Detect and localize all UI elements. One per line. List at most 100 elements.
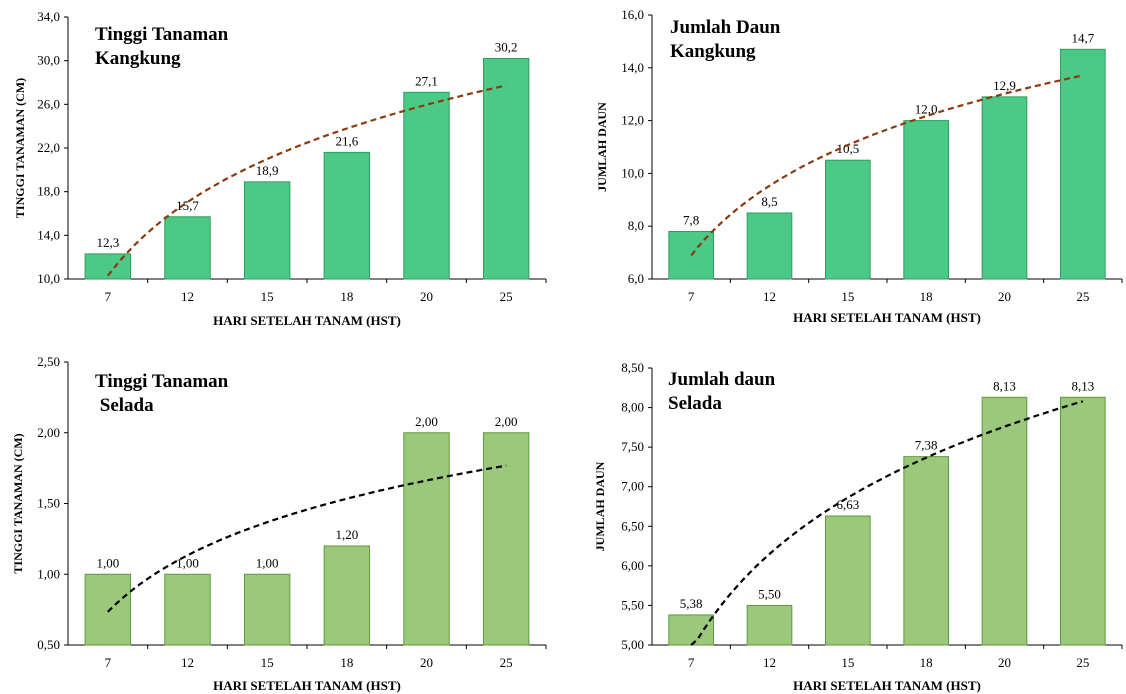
trendline — [107, 464, 507, 613]
trendline — [690, 74, 1084, 257]
x-tick-label: 7 — [688, 655, 695, 670]
x-tick-label: 25 — [500, 655, 513, 670]
data-label: 27,1 — [415, 73, 438, 88]
y-tick-label: 6,0 — [628, 271, 644, 286]
y-tick-label: 2,50 — [37, 354, 60, 369]
data-label: 15,7 — [176, 198, 199, 213]
data-label: 1,00 — [176, 555, 199, 570]
chart-title-line: Kangkung — [670, 41, 756, 62]
data-label: 18,9 — [256, 163, 279, 178]
x-tick-label: 15 — [261, 289, 274, 304]
x-tick-label: 18 — [920, 655, 933, 670]
data-label: 6,63 — [836, 497, 859, 512]
y-axis-label: JUMLAH DAUN — [593, 461, 607, 551]
x-tick-label: 7 — [105, 289, 112, 304]
bar-20 — [981, 96, 1028, 280]
y-tick-label: 30,0 — [37, 53, 60, 68]
bar-18 — [323, 545, 371, 646]
y-tick-label: 7,50 — [621, 439, 644, 454]
x-axis-label: HARI SETELAH TANAM (HST) — [793, 678, 981, 693]
data-label: 2,00 — [495, 414, 518, 429]
chart-1: 10,0 14,0 18,0 22,0 26,0 30,0 34,0 12,3 7 15,7 12 1… — [13, 9, 547, 328]
y-tick-label: 8,50 — [621, 360, 644, 375]
y-tick-label: 2,00 — [37, 425, 60, 440]
bar-7 — [84, 573, 132, 646]
y-axis-label: TINGGI TANAMAN (CM) — [11, 433, 25, 573]
data-label: 7,38 — [915, 438, 938, 453]
bar-7 — [668, 614, 714, 646]
x-tick-label: 12 — [181, 289, 194, 304]
data-label: 21,6 — [335, 133, 358, 148]
bar-12 — [164, 573, 211, 646]
data-label: 1,00 — [96, 555, 119, 570]
y-tick-label: 34,0 — [37, 9, 60, 24]
data-label: 8,13 — [1071, 378, 1094, 393]
x-tick-label: 12 — [763, 655, 776, 670]
y-tick-label: 5,00 — [621, 637, 644, 652]
y-tick-label: 18,0 — [37, 184, 60, 199]
data-label: 30,2 — [495, 39, 518, 54]
data-label: 7,8 — [683, 212, 699, 227]
x-tick-label: 25 — [1076, 289, 1089, 304]
y-tick-label: 26,0 — [37, 96, 60, 111]
x-tick-label: 7 — [688, 289, 695, 304]
data-label: 12,9 — [993, 78, 1016, 93]
x-tick-label: 15 — [841, 289, 854, 304]
y-tick-label: 16,0 — [621, 7, 644, 22]
chart-title-line: Selada — [668, 393, 722, 414]
x-tick-label: 15 — [841, 655, 854, 670]
bar-15 — [825, 159, 871, 280]
bar-20 — [403, 432, 450, 646]
data-label: 5,50 — [758, 586, 781, 601]
chart-title-line: Tinggi Tanaman — [95, 371, 229, 392]
bar-15 — [825, 515, 871, 646]
data-label: 10,5 — [836, 141, 859, 156]
x-tick-label: 25 — [500, 289, 513, 304]
bar-25 — [482, 57, 530, 280]
data-label: 1,00 — [256, 555, 279, 570]
y-tick-label: 10,0 — [37, 271, 60, 286]
data-label: 12,0 — [915, 102, 938, 117]
x-tick-label: 18 — [340, 655, 353, 670]
y-tick-label: 14,0 — [621, 60, 644, 75]
bar-18 — [323, 151, 371, 280]
data-label: 1,20 — [335, 527, 358, 542]
bar-12 — [164, 216, 211, 280]
y-tick-label: 8,0 — [628, 218, 644, 233]
x-tick-label: 12 — [181, 655, 194, 670]
x-axis-label: HARI SETELAH TANAM (HST) — [213, 313, 401, 328]
bar-18 — [903, 120, 949, 280]
bar-25 — [1060, 396, 1106, 646]
x-tick-label: 20 — [998, 655, 1011, 670]
x-axis-label: HARI SETELAH TANAM (HST) — [793, 310, 981, 325]
x-tick-label: 18 — [920, 289, 933, 304]
chart-title-line: Kangkung — [95, 48, 181, 69]
chart-title-line: Jumlah Daun — [670, 17, 781, 38]
y-tick-label: 6,50 — [621, 518, 644, 533]
bar-15 — [243, 573, 291, 646]
chart-4: 5,00 5,50 6,00 6,50 7,00 7,50 8,00 8,50 5,38 7 5,5… — [593, 360, 1123, 693]
data-label: 14,7 — [1071, 30, 1094, 45]
trendline — [106, 84, 507, 277]
x-tick-label: 25 — [1076, 655, 1089, 670]
x-tick-label: 20 — [420, 655, 433, 670]
chart-2: 6,0 8,0 10,0 12,0 14,0 16,0 7,8 7 8,5 12 10,5 15 12,… — [595, 7, 1123, 325]
bar-25 — [482, 432, 530, 646]
data-label: 8,5 — [761, 194, 777, 209]
y-axis-label: TINGGI TANAMAN (CM) — [13, 78, 27, 218]
bar-15 — [243, 181, 291, 280]
y-tick-label: 14,0 — [37, 227, 60, 242]
y-tick-label: 0,50 — [37, 637, 60, 652]
x-tick-label: 18 — [340, 289, 353, 304]
y-tick-label: 22,0 — [37, 140, 60, 155]
data-label: 2,00 — [415, 414, 438, 429]
x-tick-label: 15 — [261, 655, 274, 670]
trendline — [690, 400, 1084, 646]
data-label: 5,38 — [680, 596, 703, 611]
y-tick-label: 7,00 — [621, 479, 644, 494]
y-axis-label: JUMLAH DAUN — [595, 102, 609, 192]
data-label: 8,13 — [993, 378, 1016, 393]
chart-title-line: Jumlah daun — [668, 369, 776, 390]
y-tick-label: 5,50 — [621, 597, 644, 612]
